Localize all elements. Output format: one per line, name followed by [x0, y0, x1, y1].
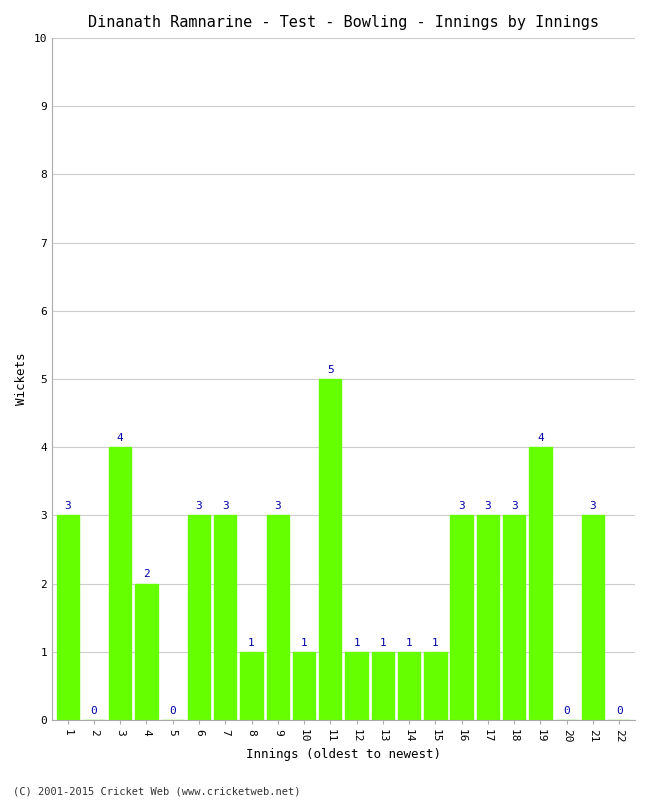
Title: Dinanath Ramnarine - Test - Bowling - Innings by Innings: Dinanath Ramnarine - Test - Bowling - In… — [88, 15, 599, 30]
Text: 1: 1 — [248, 638, 255, 648]
Text: 3: 3 — [64, 502, 71, 511]
Text: 0: 0 — [170, 706, 176, 716]
Text: 5: 5 — [327, 365, 333, 375]
Text: 1: 1 — [353, 638, 360, 648]
Text: 3: 3 — [458, 502, 465, 511]
Bar — [398, 652, 421, 720]
Bar — [240, 652, 263, 720]
X-axis label: Innings (oldest to newest): Innings (oldest to newest) — [246, 748, 441, 761]
Bar — [582, 515, 604, 720]
Text: (C) 2001-2015 Cricket Web (www.cricketweb.net): (C) 2001-2015 Cricket Web (www.cricketwe… — [13, 786, 300, 796]
Text: 4: 4 — [117, 433, 124, 443]
Bar — [372, 652, 394, 720]
Text: 3: 3 — [222, 502, 229, 511]
Text: 1: 1 — [380, 638, 386, 648]
Bar — [57, 515, 79, 720]
Text: 1: 1 — [406, 638, 413, 648]
Text: 0: 0 — [616, 706, 623, 716]
Text: 0: 0 — [90, 706, 98, 716]
Bar — [293, 652, 315, 720]
Bar — [188, 515, 210, 720]
Text: 3: 3 — [590, 502, 596, 511]
Text: 1: 1 — [301, 638, 307, 648]
Text: 3: 3 — [196, 502, 202, 511]
Text: 1: 1 — [432, 638, 439, 648]
Bar — [503, 515, 525, 720]
Text: 3: 3 — [511, 502, 517, 511]
Text: 3: 3 — [274, 502, 281, 511]
Bar — [476, 515, 499, 720]
Bar — [529, 447, 552, 720]
Bar — [266, 515, 289, 720]
Text: 2: 2 — [143, 570, 150, 579]
Bar — [345, 652, 368, 720]
Text: 4: 4 — [537, 433, 544, 443]
Text: 3: 3 — [484, 502, 491, 511]
Text: 0: 0 — [564, 706, 570, 716]
Bar — [135, 583, 158, 720]
Bar — [109, 447, 131, 720]
Bar — [319, 379, 341, 720]
Bar — [214, 515, 237, 720]
Bar — [450, 515, 473, 720]
Bar — [424, 652, 447, 720]
Y-axis label: Wickets: Wickets — [15, 353, 28, 406]
